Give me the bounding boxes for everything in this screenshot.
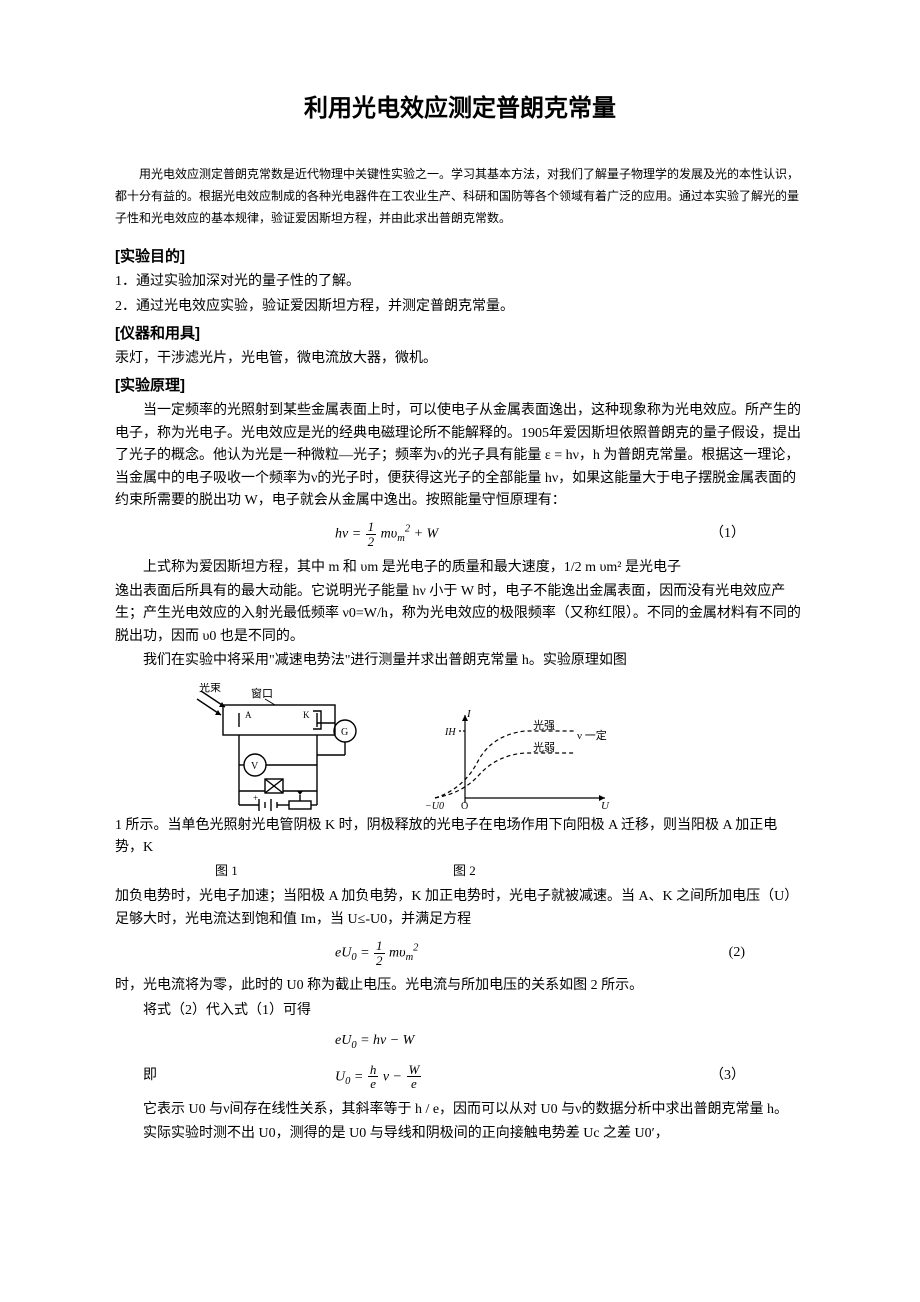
svg-text:V: V <box>251 761 259 772</box>
principle-p2b: 逸出表面后所具有的最大动能。它说明光子能量 hν 小于 W 时，电子不能逸出金属… <box>115 581 805 648</box>
section-principle-head: [实验原理] <box>115 374 805 398</box>
principle-p4a: 1 所示。当单色光照射光电管阴极 K 时，阴极释放的光电子在电场作用下向阳极 A… <box>115 815 805 860</box>
page-title: 利用光电效应测定普朗克常量 <box>115 90 805 128</box>
principle-p8: 实际实验时测不出 U0，测得的是 U0 与导线和阴极间的正向接触电势差 Uc 之… <box>115 1123 805 1145</box>
svg-text:G: G <box>341 727 348 738</box>
fig1-label-window: 窗口 <box>251 686 273 700</box>
fig2-axis-U: U <box>601 800 610 812</box>
equation-3b: 即 U0 = he ν − We （3） <box>115 1063 805 1091</box>
equation-3a: eU0 = hν − W <box>115 1030 805 1055</box>
equation-1-number: （1） <box>710 523 805 545</box>
fig2-label-U0: −U0 <box>425 801 444 812</box>
purpose-item-1: 1．通过实验加深对光的量子性的了解。 <box>115 271 805 293</box>
fig2-label-nu: ν 一定 <box>577 728 607 742</box>
fig2-label-strong: 光强 <box>533 718 555 732</box>
equation-2: eU0 = 12 mυm2 (2) <box>115 939 805 967</box>
svg-text:K: K <box>303 710 310 720</box>
fig2-label-IH: IH <box>444 727 456 738</box>
principle-p6: 将式（2）代入式（1）可得 <box>115 1000 805 1022</box>
purpose-item-2: 2．通过光电效应实验，验证爱因斯坦方程，并测定普朗克常量。 <box>115 296 805 318</box>
equation-1: hν = 12 mυm2 + W （1） <box>115 520 805 548</box>
intro-paragraph: 用光电效应测定普朗克常数是近代物理中关键性实验之一。学习其基本方法，对我们了解量… <box>115 164 805 229</box>
fig2-label-origin: O <box>461 801 468 812</box>
principle-p3: 我们在实验中将采用"减速电势法"进行测量并求出普朗克常量 h。实验原理如图 <box>115 650 805 672</box>
figure-2-iv-curve: I IH 光强 光弱 ν 一定 −U0 O U <box>405 703 625 813</box>
fig2-axis-I: I <box>466 708 472 720</box>
principle-p5: 时，光电流将为零，此时的 U0 称为截止电压。光电流与所加电压的关系如图 2 所… <box>115 975 805 997</box>
section-apparatus-head: [仪器和用具] <box>115 322 805 346</box>
apparatus-list: 汞灯，干涉滤光片，光电管，微电流放大器，微机。 <box>115 348 805 370</box>
fig1-label-light: 光束 <box>199 683 221 694</box>
figure-2-caption: 图 2 <box>333 861 593 882</box>
equation-2-number: (2) <box>729 942 805 964</box>
fig2-label-weak: 光弱 <box>533 740 555 754</box>
svg-text:A: A <box>245 710 252 720</box>
svg-text:+: + <box>253 793 258 803</box>
figures-row: A K G V <box>195 683 805 813</box>
equation-3b-prefix: 即 <box>115 1065 175 1087</box>
principle-p2a: 上式称为爱因斯坦方程，其中 m 和 υm 是光电子的质量和最大速度，1/2 m … <box>115 557 805 579</box>
principle-p7: 它表示 U0 与ν间存在线性关系，其斜率等于 h / e，因而可以从对 U0 与… <box>115 1099 805 1121</box>
principle-p1: 当一定频率的光照射到某些金属表面上时，可以使电子从金属表面逸出，这种现象称为光电… <box>115 400 805 512</box>
section-purpose-head: [实验目的] <box>115 245 805 269</box>
figure-1-circuit: A K G V <box>195 683 375 813</box>
principle-p4b: 加负电势时，光电子加速；当阳极 A 加负电势，K 加正电势时，光电子就被减速。当… <box>115 886 805 931</box>
figure-1-caption: 图 1 <box>115 861 333 882</box>
equation-3-number: （3） <box>710 1065 805 1087</box>
